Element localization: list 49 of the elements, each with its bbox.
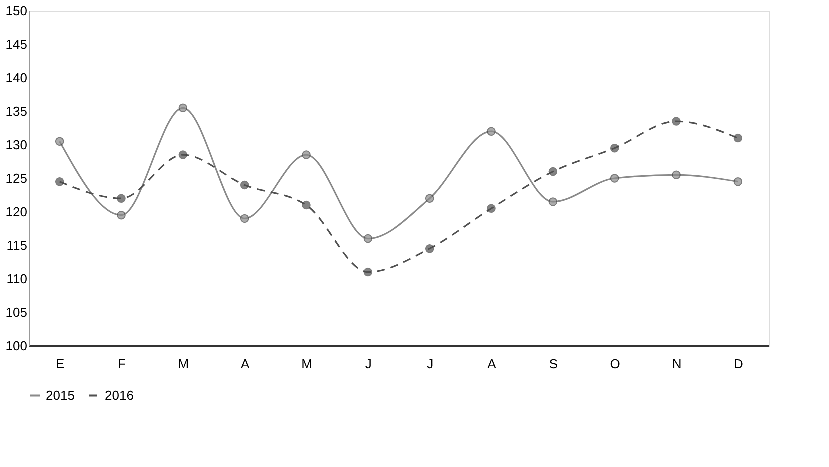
x-tick-label: A	[488, 356, 497, 372]
x-tick-label: J	[365, 356, 372, 372]
point	[548, 167, 558, 176]
x-tick-label: E	[56, 356, 65, 372]
point	[734, 134, 743, 143]
y-tick-label: 115	[6, 238, 28, 253]
x-tick-label: D	[734, 356, 744, 372]
x-tick-label: M	[178, 356, 190, 372]
point	[364, 268, 373, 277]
point	[117, 210, 126, 220]
y-tick-label: 125	[6, 171, 28, 186]
point	[734, 177, 743, 186]
y-tick-label: 105	[6, 305, 28, 320]
legend-label: 2016	[105, 388, 134, 403]
y-tick-label: 120	[6, 204, 28, 220]
point	[117, 194, 126, 203]
point	[302, 200, 311, 210]
y-tick-label: 150	[6, 4, 28, 18]
y-tick-label: 145	[6, 37, 28, 52]
point	[364, 234, 373, 244]
x-tick-label: A	[240, 356, 250, 372]
point	[302, 150, 311, 160]
point	[425, 244, 434, 254]
x-tick-label: S	[549, 356, 558, 372]
point	[548, 198, 558, 206]
point	[178, 104, 188, 113]
point	[487, 204, 496, 214]
legend-label: 2015	[46, 388, 75, 403]
point	[240, 180, 250, 190]
point	[240, 214, 250, 224]
x-tick-label: J	[427, 356, 434, 372]
y-tick-label: 140	[6, 70, 28, 86]
x-tick-label: F	[118, 356, 126, 372]
y-tick-label: 135	[6, 104, 28, 119]
x-tick-label: M	[302, 356, 312, 372]
x-tick-label: O	[610, 356, 620, 372]
point	[425, 194, 434, 203]
point	[672, 170, 681, 180]
point	[487, 127, 496, 136]
point	[178, 150, 188, 160]
point	[55, 137, 64, 146]
point	[672, 117, 681, 126]
x-tick-label: N	[672, 356, 682, 372]
y-tick-label: 110	[6, 272, 28, 286]
point	[610, 144, 620, 153]
point	[55, 177, 64, 186]
point	[610, 174, 620, 183]
y-tick-label: 130	[6, 138, 28, 152]
y-tick-label: 100	[6, 338, 28, 354]
